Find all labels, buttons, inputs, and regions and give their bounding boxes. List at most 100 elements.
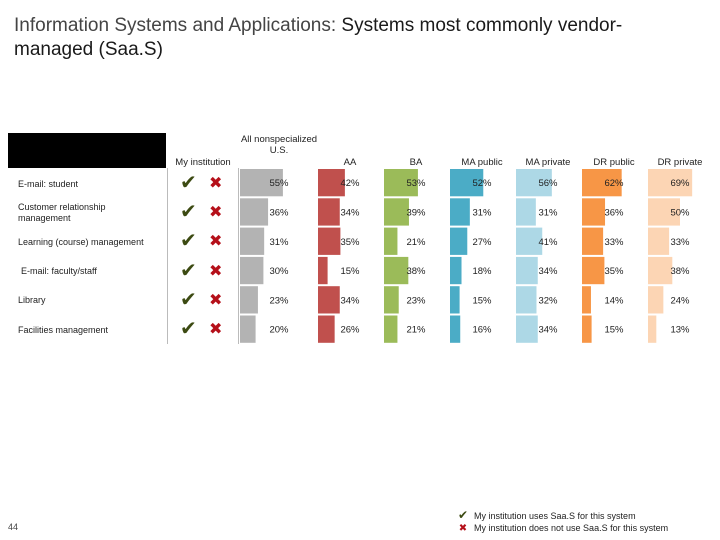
legend-uses-text: My institution uses Saa.S for this syste… (474, 511, 636, 521)
value-label-4-6: 24% (670, 295, 690, 306)
legend-not-uses-text: My institution does not use Saa.S for th… (474, 523, 669, 533)
bar-2-1 (318, 227, 341, 255)
bar-1-6 (648, 198, 680, 226)
col-header-dr-public: DR public (593, 157, 635, 168)
bar-4-4 (516, 286, 537, 314)
row-label-email-faculty: E-mail: faculty/staff (21, 266, 97, 276)
bar-0-6 (648, 169, 693, 197)
value-label-1-6: 50% (670, 207, 690, 218)
legend-check-icon: ✔ (457, 508, 469, 522)
bar-2-2 (384, 227, 398, 255)
value-label-1-5: 36% (604, 207, 624, 218)
page-number: 44 (8, 522, 19, 532)
not-use-x-icon: ✖ (209, 175, 223, 192)
value-label-0-6: 69% (670, 178, 690, 189)
bar-3-3 (450, 256, 462, 285)
uses-check-icon: ✔ (180, 230, 197, 252)
bar-3-1 (318, 256, 328, 285)
value-label-5-4: 34% (538, 325, 558, 336)
bar-0-2 (384, 169, 418, 197)
value-label-2-2: 21% (406, 237, 426, 248)
not-use-x-icon: ✖ (209, 292, 223, 309)
title-main: Systems most commonly vendor-managed (Sa… (14, 15, 623, 60)
bar-3-5 (582, 256, 605, 285)
row-label-facilities: Facilities management (18, 325, 109, 335)
bar-4-3 (450, 286, 460, 314)
value-label-1-0: 36% (269, 207, 289, 218)
col-header-my-institution: My institution (175, 157, 231, 168)
bar-5-6 (648, 315, 657, 343)
bar-5-5 (582, 315, 592, 343)
bar-0-3 (450, 169, 484, 197)
value-label-5-6: 13% (670, 325, 690, 336)
bar-2-0 (240, 227, 265, 255)
value-label-0-0: 55% (269, 178, 289, 189)
not-use-x-icon: ✖ (209, 321, 223, 338)
value-label-0-4: 56% (538, 178, 558, 189)
not-use-x-icon: ✖ (209, 233, 223, 250)
value-label-4-1: 34% (340, 295, 360, 306)
uses-check-icon: ✔ (180, 201, 197, 223)
bar-5-4 (516, 315, 538, 343)
my-institution-column (167, 168, 239, 344)
bar-1-1 (318, 198, 340, 226)
value-label-1-4: 31% (538, 207, 558, 218)
value-label-4-2: 23% (406, 295, 426, 306)
value-label-3-0: 30% (269, 266, 289, 277)
legend-not-uses: ✖ My institution does not use Saa.S for t… (452, 523, 668, 534)
col-header-ma-public: MA public (461, 157, 503, 168)
value-label-3-3: 18% (472, 266, 492, 277)
not-use-x-icon: ✖ (209, 263, 223, 280)
uses-check-icon: ✔ (180, 318, 197, 340)
not-use-x-icon: ✖ (209, 204, 223, 221)
value-label-0-2: 53% (406, 178, 426, 189)
bar-4-5 (582, 286, 591, 314)
value-label-2-3: 27% (472, 237, 492, 248)
bar-2-3 (450, 227, 468, 255)
value-label-4-5: 14% (604, 295, 624, 306)
value-label-3-1: 15% (340, 266, 360, 277)
bar-1-5 (582, 198, 606, 226)
uses-check-icon: ✔ (180, 260, 197, 282)
bar-0-1 (318, 169, 345, 197)
row-label-crm: Customer relationship management (18, 202, 106, 223)
col-header-dr-private: DR private (657, 157, 703, 168)
bar-5-3 (450, 315, 461, 343)
bar-0-4 (516, 169, 552, 197)
value-label-3-4: 34% (538, 266, 558, 277)
value-label-3-2: 38% (406, 266, 426, 277)
value-label-5-5: 15% (604, 325, 624, 336)
value-label-1-2: 39% (406, 207, 426, 218)
value-label-2-1: 35% (340, 237, 360, 248)
value-label-5-2: 21% (406, 325, 426, 336)
uses-check-icon: ✔ (180, 172, 197, 194)
value-label-0-5: 62% (604, 178, 624, 189)
bar-5-1 (318, 315, 335, 343)
bar-3-4 (516, 256, 538, 285)
bar-5-2 (384, 315, 398, 343)
row-label-lms: Learning (course) management (18, 237, 144, 247)
bar-4-0 (240, 286, 258, 314)
bar-2-5 (582, 227, 604, 255)
bar-1-0 (240, 198, 269, 226)
title-lead: Information Systems and Applications: (14, 15, 342, 36)
value-label-2-4: 41% (538, 237, 558, 248)
bar-3-2 (384, 256, 409, 285)
value-label-2-0: 31% (269, 237, 289, 248)
value-label-5-1: 26% (340, 325, 360, 336)
value-label-1-1: 34% (340, 207, 360, 218)
bar-1-3 (450, 198, 470, 226)
value-label-2-6: 33% (670, 237, 690, 248)
bar-1-2 (384, 198, 409, 226)
bar-2-6 (648, 227, 670, 255)
value-label-1-3: 31% (472, 207, 492, 218)
bar-4-6 (648, 286, 664, 314)
col-header-all-us: All nonspecialized U.S. (240, 134, 318, 156)
uses-check-icon: ✔ (180, 289, 197, 311)
bar-0-5 (582, 169, 622, 197)
value-label-0-1: 42% (340, 178, 360, 189)
bar-0-0 (240, 169, 283, 197)
bar-4-2 (384, 286, 399, 314)
row-label-email-student: E-mail: student (18, 179, 79, 189)
